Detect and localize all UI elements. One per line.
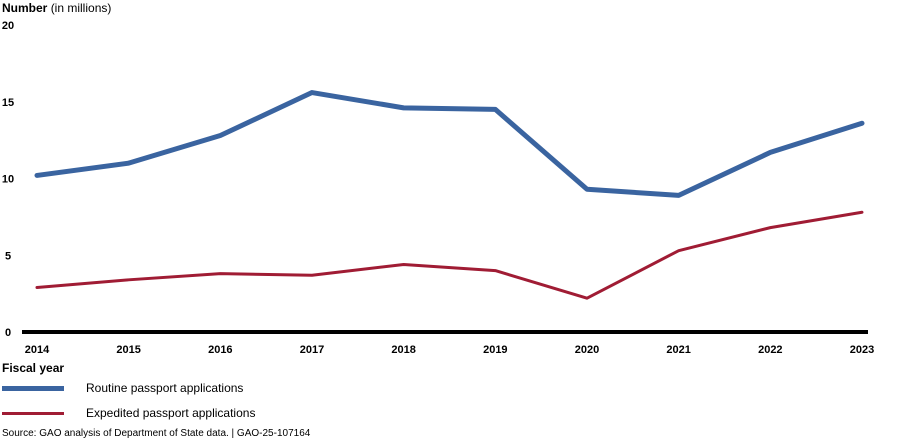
y-axis-title-bold: Number: [2, 1, 48, 15]
y-tick-label: 5: [5, 250, 11, 262]
x-tick-label: 2018: [391, 344, 415, 356]
x-tick-label: 2020: [575, 344, 599, 356]
x-tick-label: 2023: [850, 344, 874, 356]
legend-label-expedited: Expedited passport applications: [86, 406, 256, 420]
legend-label-routine: Routine passport applications: [86, 381, 244, 395]
x-tick-label: 2019: [483, 344, 507, 356]
x-tick-label: 2017: [300, 344, 324, 356]
legend-item-routine: Routine passport applications: [2, 381, 243, 395]
x-tick-label: 2016: [208, 344, 232, 356]
x-axis-title: Fiscal year: [2, 361, 65, 375]
y-tick-label: 0: [5, 327, 11, 339]
legend-item-expedited: Expedited passport applications: [2, 406, 255, 420]
y-axis-title: Number (in millions): [2, 1, 111, 15]
legend-swatch-expedited: [2, 411, 64, 415]
x-tick-label: 2014: [25, 344, 50, 356]
series-line-expedited: [35, 210, 864, 300]
y-axis-title-unit: (in millions): [50, 1, 112, 15]
y-tick-label: 15: [2, 97, 14, 109]
line-chart: 0 5 10 15 20 2014 2015 2016 2017 2018 2019 2020 2021…: [2, 20, 874, 356]
legend-swatch-routine: [2, 385, 64, 391]
source-note: Source: GAO analysis of Department of St…: [2, 428, 311, 439]
x-tick-label: 2022: [758, 344, 782, 356]
x-tick-label: 2015: [116, 344, 140, 356]
y-tick-label: 20: [2, 20, 14, 32]
y-tick-label: 10: [2, 174, 14, 186]
x-tick-label: 2021: [666, 344, 690, 356]
series-line-routine: [34, 90, 865, 198]
